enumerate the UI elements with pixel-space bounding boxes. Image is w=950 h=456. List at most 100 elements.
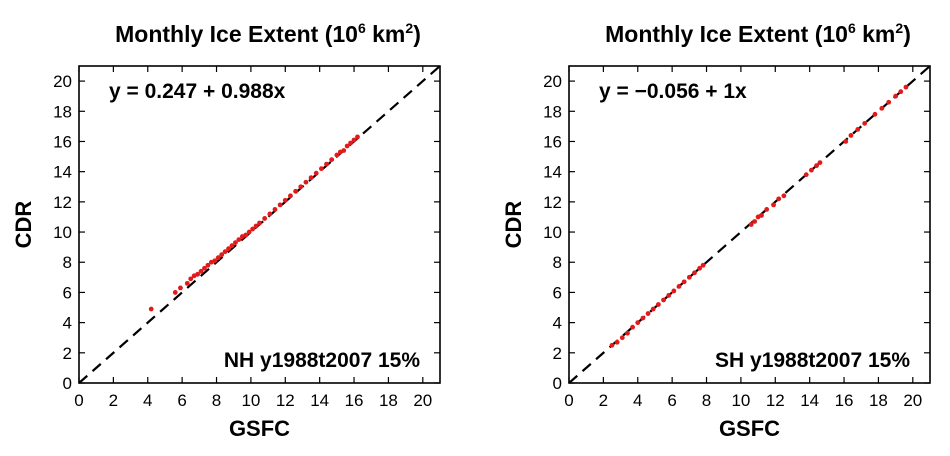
nh-data-point [318,166,324,172]
nh-regression-equation: y = 0.247 + 0.988x [109,80,286,103]
sh-plot-frame [568,65,931,384]
nh-panel: Monthly Ice Extent (106 km2) 0 2 4 6 8 10 12 14… [11,20,441,441]
sh-data-point [671,288,677,294]
sh-data-point [771,202,776,208]
nh-x-tick-label: 0 [74,391,83,410]
nh-data-point [215,255,221,261]
nh-x-tick-label: 6 [177,391,186,410]
sh-regression-equation: y = −0.056 + 1x [599,80,747,103]
sh-x-tick-label: 2 [599,391,608,410]
nh-data-point [178,285,183,291]
sh-data-point [776,196,782,202]
nh-plot-frame [78,65,441,384]
sh-data-point [697,265,703,271]
sh-data-point [817,160,823,166]
nh-data-point [198,268,204,274]
sh-data-point [781,193,787,199]
nh-y-axis-label: CDR [11,201,36,249]
sh-y-tick-label: 10 [543,223,562,242]
nh-y-tick-label: 2 [63,344,72,363]
sh-y-tick-label: 0 [553,374,562,393]
sh-data-point [650,306,656,312]
nh-data-point [222,249,228,255]
sh-data-point [814,163,819,169]
nh-data-point [348,140,354,146]
sh-data-point [843,139,849,144]
nh-x-tick-label: 4 [143,391,152,410]
nh-data-point [293,188,298,194]
sh-region-label: SH y1988t2007 15% [715,349,910,372]
sh-data-point [748,222,754,227]
sh-data-point [872,111,878,117]
nh-y-tick-label: 4 [63,314,72,333]
sh-data-point [893,93,899,99]
sh-x-tick-label: 10 [731,391,750,410]
sh-data-point [614,339,620,345]
sh-data-point [625,330,630,336]
nh-data-point [246,229,252,235]
nh-x-tick-label: 14 [310,391,329,410]
nh-data-point [172,290,178,295]
nh-data-point [253,223,259,229]
sh-x-axis-label: GSFC [719,416,780,441]
nh-x-tick-label: 20 [413,391,432,410]
nh-data-point [334,152,340,158]
sh-data-points [609,84,909,348]
sh-x-tick-label: 20 [903,391,922,410]
sh-data-point [803,172,809,178]
nh-data-point [184,280,190,286]
nh-data-point [243,232,249,238]
sh-data-point [855,126,861,132]
sh-y-axis-label: CDR [501,201,526,249]
nh-data-point [355,134,360,140]
nh-data-point [205,262,211,268]
sh-data-point [692,270,697,276]
nh-x-axis: 0 2 4 6 8 10 12 14 16 18 20 [74,66,432,410]
nh-x-tick-label: 8 [212,391,221,410]
nh-y-tick-label: 18 [53,102,72,121]
sh-data-point [862,120,868,126]
nh-x-tick-label: 2 [109,391,118,410]
sh-y-tick-label: 6 [553,283,562,302]
nh-x-tick-label: 12 [276,391,295,410]
nh-data-point [308,175,314,181]
nh-y-tick-label: 0 [63,374,72,393]
sh-y-tick-label: 16 [543,132,562,151]
sh-data-point [676,283,682,289]
sh-data-point [640,315,646,321]
sh-data-point [645,311,651,316]
sh-panel: Monthly Ice Extent (106 km2) 0 2 4 6 8 10 12 14… [501,20,931,441]
nh-y-tick-label: 6 [63,283,72,302]
nh-y-tick-label: 12 [53,193,72,212]
sh-data-point [630,324,636,330]
sh-data-point [681,279,687,285]
sh-x-axis: 0 2 4 6 8 10 12 14 16 18 20 [564,66,922,410]
nh-data-point [351,137,357,143]
nh-data-point [236,237,242,242]
nh-data-point [202,265,207,271]
nh-data-point [344,143,350,149]
nh-chart-title: Monthly Ice Extent (106 km2) [115,20,421,47]
nh-data-point [250,226,256,232]
sh-y-tick-label: 8 [553,253,562,272]
sh-x-tick-label: 14 [800,391,819,410]
sh-data-point [898,89,904,95]
sh-x-tick-label: 8 [702,391,711,410]
nh-data-point [272,207,278,212]
nh-x-tick-label: 16 [345,391,364,410]
sh-y-tick-label: 12 [543,193,562,212]
nh-data-points [148,134,360,312]
nh-data-point [288,193,293,199]
nh-data-point [262,216,268,221]
sh-data-point [903,84,909,90]
nh-data-point [282,197,288,203]
sh-y-axis: 0 2 4 6 8 10 12 14 16 18 20 [543,72,930,393]
nh-data-point [303,179,309,185]
sh-data-point [752,219,758,224]
sh-data-point [764,207,770,212]
nh-y-tick-label: 14 [53,163,72,182]
nh-data-point [148,306,154,312]
sh-x-tick-label: 4 [633,391,642,410]
nh-data-point [329,157,335,162]
sh-x-tick-label: 6 [667,391,676,410]
